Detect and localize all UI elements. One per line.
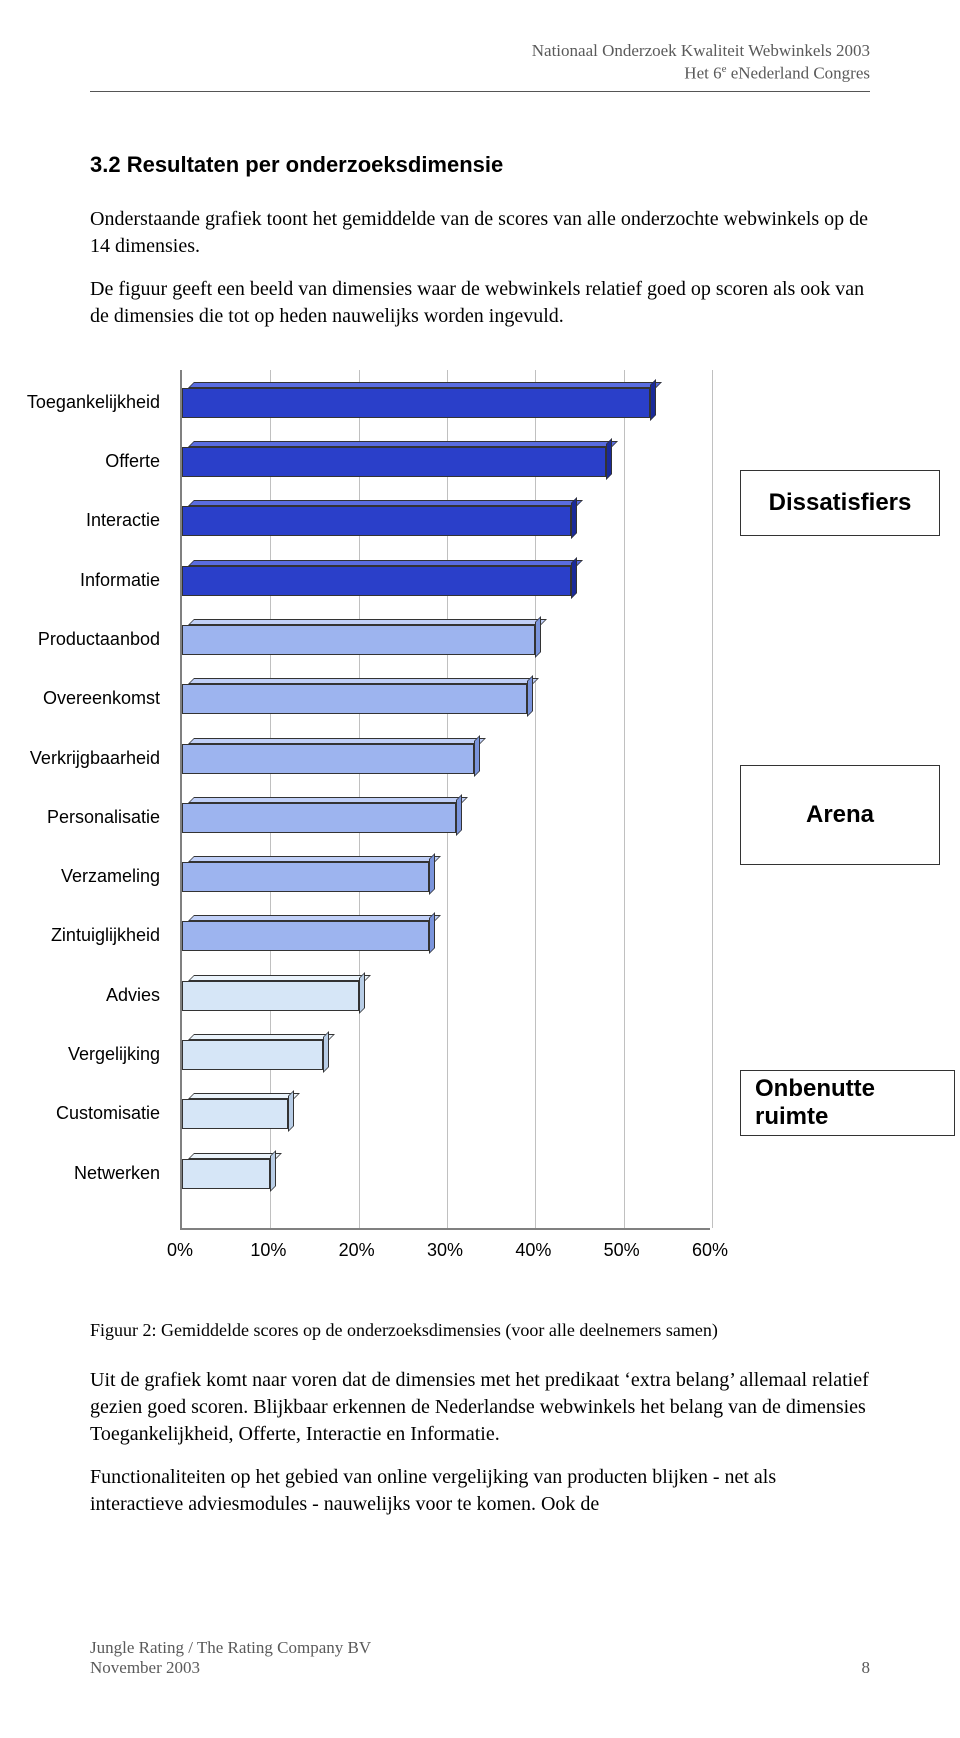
chart-bar (182, 1034, 323, 1070)
footer-org: Jungle Rating / The Rating Company BV (90, 1638, 371, 1658)
chart-bar-label: Offerte (0, 451, 170, 472)
chart-bar (182, 678, 527, 714)
chart-x-tick-label: 40% (515, 1240, 551, 1261)
chart-bar (182, 856, 429, 892)
header-line-1: Nationaal Onderzoek Kwaliteit Webwinkels… (90, 40, 870, 62)
chart-bar (182, 975, 359, 1011)
chart-gridline (624, 370, 625, 1228)
footer-left: Jungle Rating / The Rating Company BV No… (90, 1638, 371, 1678)
chart-x-tick-label: 50% (604, 1240, 640, 1261)
chart-annotation-box: Dissatisfiers (740, 470, 940, 536)
chart-bar-label: Zintuiglijkheid (0, 925, 170, 946)
chart-bar-label: Customisatie (0, 1103, 170, 1124)
footer-date: November 2003 (90, 1658, 371, 1678)
chart-bar-label: Verzameling (0, 866, 170, 887)
chart-bar-label: Interactie (0, 510, 170, 531)
chart-bar-label: Verkrijgbaarheid (0, 748, 170, 769)
chart-x-tick-label: 20% (339, 1240, 375, 1261)
chart-x-tick-label: 10% (250, 1240, 286, 1261)
chart-bar (182, 1093, 288, 1129)
chart-x-tick-label: 30% (427, 1240, 463, 1261)
page: Nationaal Onderzoek Kwaliteit Webwinkels… (0, 0, 960, 1718)
chart-x-tick-label: 60% (692, 1240, 728, 1261)
chart-bar-label: Vergelijking (0, 1044, 170, 1065)
chart-bar-label: Toegankelijkheid (0, 392, 170, 413)
chart-bar (182, 500, 571, 536)
chart-bar-label: Productaanbod (0, 629, 170, 650)
chart-container: 0% 10% 20% 30% 40% 50% 60% Toegankelijkheid Offe… (0, 370, 960, 1290)
intro-paragraph-2: De figuur geeft een beeld van dimensies … (90, 276, 870, 330)
body-paragraph-4: Functionaliteiten op het gebied van onli… (90, 1464, 870, 1518)
chart-bar (182, 915, 429, 951)
page-header: Nationaal Onderzoek Kwaliteit Webwinkels… (90, 40, 870, 85)
figure-caption: Figuur 2: Gemiddelde scores op de onderz… (90, 1320, 870, 1341)
chart-bar (182, 382, 650, 418)
chart-bar-label: Informatie (0, 570, 170, 591)
chart-bar (182, 797, 456, 833)
footer-page-number: 8 (862, 1658, 871, 1678)
chart-bar (182, 560, 571, 596)
chart-x-tick-label: 0% (167, 1240, 193, 1261)
header-line-2: Het 6e eNederland Congres (90, 62, 870, 85)
chart-plot-area (180, 370, 710, 1230)
section-title: 3.2 Resultaten per onderzoeksdimensie (90, 152, 870, 178)
chart-gridline (535, 370, 536, 1228)
intro-paragraph-1: Onderstaande grafiek toont het gemiddeld… (90, 206, 870, 260)
chart-gridline (712, 370, 713, 1228)
chart-bar-label: Advies (0, 985, 170, 1006)
chart-annotation-box: Arena (740, 765, 940, 865)
body-paragraph-3: Uit de grafiek komt naar voren dat de di… (90, 1367, 870, 1448)
chart-bar (182, 441, 606, 477)
chart-bar (182, 1153, 270, 1189)
page-footer: Jungle Rating / The Rating Company BV No… (90, 1638, 870, 1678)
chart-bar (182, 738, 474, 774)
chart-annotation-box: Onbenutte ruimte (740, 1070, 955, 1136)
chart-bar (182, 619, 535, 655)
chart-bar-label: Netwerken (0, 1163, 170, 1184)
chart-bar-label: Overeenkomst (0, 688, 170, 709)
header-rule (90, 91, 870, 92)
chart-bar-label: Personalisatie (0, 807, 170, 828)
